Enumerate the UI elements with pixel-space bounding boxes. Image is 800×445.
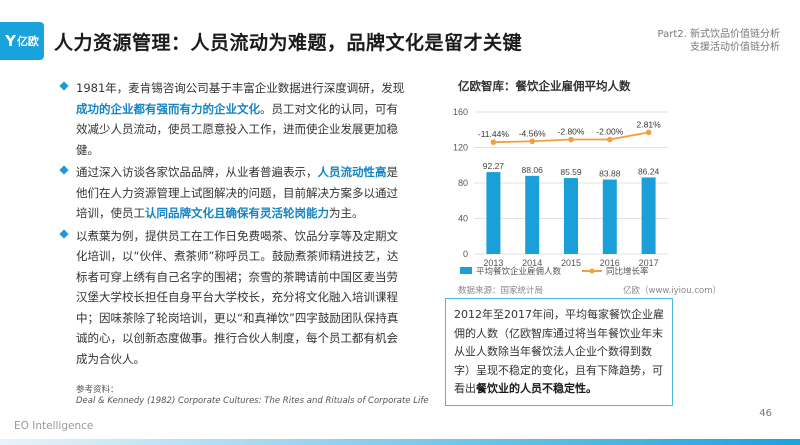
legend-swatch-bars [460,267,472,274]
bar [602,179,617,254]
growth-rate-label: -2.80% [558,127,585,137]
growth-rate-label: -2.00% [596,127,623,137]
page-number: 46 [759,408,772,419]
x-tick-label: 2017 [639,258,659,268]
eo-logo: Y 亿欧 [0,22,44,60]
bar [486,172,501,254]
y-tick-label: 80 [458,178,468,188]
reference: 参考资料： Deal & Kennedy (1982) Corporate Cu… [76,385,429,406]
page-title: 人力资源管理：人员流动为难题，品牌文化是留才关键 [54,32,523,54]
bullet-list: 1981年，麦肯锡咨询公司基于丰富企业数据进行深度调研，发现成功的企业都有强而有… [59,78,405,371]
growth-rate-point [645,129,652,136]
chart-source: 数据来源：国家统计局 亿欧（www.iyiou.com） [458,286,721,296]
diamond-bullet-icon [59,228,69,239]
bar-value-label: 88.06 [522,165,544,175]
bullet-item: 1981年，麦肯锡咨询公司基于丰富企业数据进行深度调研，发现成功的企业都有强而有… [59,78,405,160]
bullet-item: 以煮葉为例，提供员工在工作日免费喝茶、饮品分享等及定期文化培训，以“伙伴、煮茶师… [59,226,405,370]
summary-box: 2012年至2017年间，平均每家餐饮企业雇佣的人数（亿欧智库通过将当年餐饮业年… [445,298,673,406]
logo-mark-icon: Y [5,32,16,50]
growth-rate-label: 2.81% [637,119,662,129]
bottom-accent-bar [0,439,800,445]
bar-line-chart: 0 40 80 120 160 92.27 2013 88.06 2014 85.59 2015 83… [453,107,668,276]
x-tick-label: 2014 [522,258,542,268]
footer-brand: EO Intelligence [14,420,94,432]
y-tick-label: 40 [458,214,468,224]
legend-marker-line [589,268,595,274]
x-tick-label: 2013 [483,258,503,268]
y-tick-label: 120 [453,143,468,153]
bar-value-label: 83.88 [599,169,621,179]
bar-value-label: 85.59 [560,167,582,177]
growth-rate-label: -4.56% [519,128,546,138]
growth-rate-point [607,136,613,143]
bar-value-label: 92.27 [483,161,505,171]
bar [564,178,578,254]
growth-rate-point [568,136,574,143]
growth-rate-label: -11.44% [478,129,509,139]
bar [641,177,656,254]
bar [525,175,540,254]
legend-label-line: 同比增长率 [606,266,649,276]
x-tick-label: 2016 [600,258,620,268]
bullet-item: 通过深入访谈各家饮品品牌，从业者普遍表示，人员流动性高是他们在人力资源管理上试图… [59,162,405,224]
chart-title: 亿欧智库：餐饮企业雇佣平均人数 [458,79,631,93]
diamond-bullet-icon [59,81,69,91]
y-tick-label: 0 [463,249,468,259]
legend-label-bars: 平均餐饮企业雇佣人数 [476,266,562,276]
x-tick-label: 2015 [561,258,581,268]
section-label: Part2. 新式饮品价值链分析 支援活动价值链分析 [657,29,780,53]
diamond-bullet-icon [59,165,69,175]
growth-rate-point [529,138,535,145]
y-tick-label: 160 [453,107,468,117]
growth-rate-point [490,139,497,145]
bar-value-label: 86.24 [638,166,660,176]
